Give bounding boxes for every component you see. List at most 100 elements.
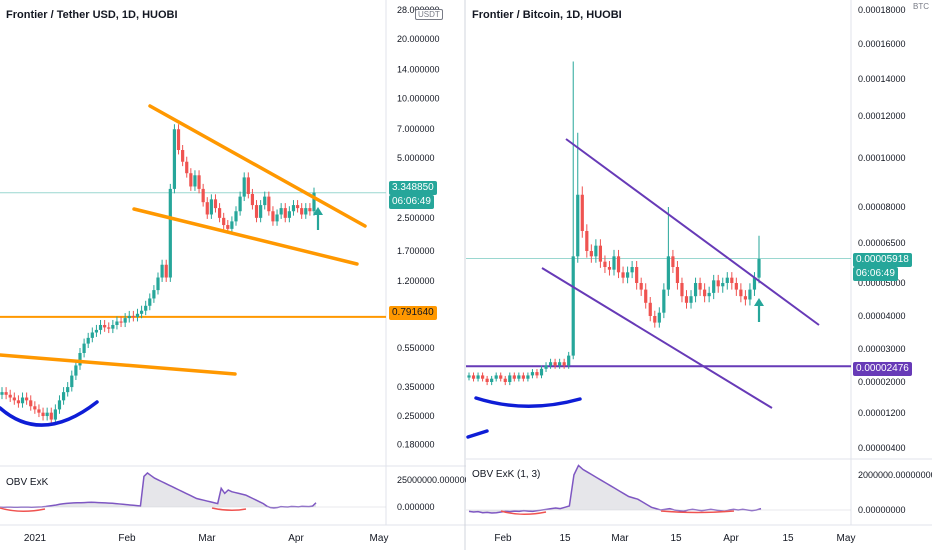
- left-ytick-label: 7.000000: [397, 124, 435, 134]
- left-candle-body: [201, 188, 205, 203]
- right-candle-body: [621, 272, 625, 278]
- right-candle-body: [544, 365, 548, 369]
- right-candle-body: [689, 296, 693, 303]
- left-unit-label[interactable]: USDT: [415, 9, 443, 20]
- right-ytick-label: 0.00008000: [858, 202, 906, 212]
- right-ytick-label: 0.00000400: [858, 443, 906, 453]
- left-candle-body: [287, 211, 291, 218]
- left-candle-body: [197, 175, 201, 189]
- left-candle-body: [123, 318, 127, 323]
- right-rounded-bottom-arc: [474, 396, 582, 408]
- left-candle-body: [94, 329, 99, 333]
- left-candle-body: [74, 365, 78, 376]
- left-level-tag: 0.791640: [389, 306, 437, 320]
- left-obv-area: [0, 473, 316, 508]
- right-obv-tick: 0.00000000: [858, 505, 906, 515]
- right-candle-body: [576, 194, 580, 257]
- left-candle-body: [70, 375, 74, 388]
- left-candle-body: [37, 409, 41, 413]
- right-candle-body: [553, 362, 557, 366]
- left-rounded-bottom-arc: [0, 400, 99, 427]
- left-ytick-label: 2.500000: [397, 213, 435, 223]
- right-candle-body: [734, 283, 738, 290]
- right-candle-body: [490, 378, 494, 382]
- right-candle-body: [657, 312, 661, 323]
- left-ytick-label: 5.000000: [397, 153, 435, 163]
- left-ytick-label: 14.000000: [397, 65, 440, 75]
- left-lower-trendline: [132, 207, 359, 266]
- left-candle-body: [168, 188, 172, 278]
- right-small-blue-stroke: [466, 429, 489, 439]
- left-xtick-label: May: [370, 533, 389, 544]
- left-obv-line: [0, 472, 317, 509]
- right-candle-body: [571, 256, 575, 356]
- left-candle-body: [8, 394, 12, 398]
- left-candle-body: [49, 412, 53, 420]
- right-candle-body: [612, 256, 616, 270]
- right-candle-body: [521, 375, 525, 379]
- left-candle-body: [135, 313, 140, 318]
- left-candle-body: [156, 277, 160, 291]
- left-candle-body: [107, 327, 111, 329]
- left-candle-body: [164, 264, 168, 278]
- left-candle-body: [16, 400, 21, 404]
- left-xtick-label: Apr: [288, 533, 304, 544]
- left-candle-body: [82, 343, 86, 354]
- right-candle-body: [635, 267, 639, 283]
- right-candle-body: [508, 375, 512, 382]
- left-candle-body: [57, 400, 62, 410]
- right-xtick-label: Mar: [611, 533, 629, 544]
- right-candle-body: [725, 277, 729, 283]
- right-ytick-label: 0.00016000: [858, 39, 906, 49]
- right-candle-body: [716, 280, 720, 287]
- right-unit-label[interactable]: BTC: [913, 2, 929, 11]
- right-candle-body: [712, 280, 716, 293]
- left-obv-tick: 0.000000: [397, 502, 435, 512]
- right-xtick-label: Feb: [494, 533, 512, 544]
- right-xtick-label: May: [837, 533, 856, 544]
- left-ytick-label: 1.700000: [397, 246, 435, 256]
- right-candle-body: [485, 378, 489, 382]
- right-obv-tick: 2000000.00000000: [858, 470, 932, 480]
- right-xtick-label: 15: [670, 533, 682, 544]
- left-candle-body: [127, 315, 131, 319]
- left-candle-body: [98, 324, 103, 330]
- left-candle-body: [90, 332, 94, 338]
- left-candle-body: [111, 324, 115, 329]
- left-candle-body: [176, 129, 181, 151]
- left-candle-body: [181, 150, 185, 162]
- right-ytick-label: 0.00002000: [858, 377, 906, 387]
- left-candle-body: [238, 196, 242, 212]
- left-xtick-label: Feb: [118, 533, 136, 544]
- right-obv-title[interactable]: OBV ExK (1, 3): [472, 469, 541, 480]
- right-candle-body: [562, 362, 566, 366]
- right-level-tag: 0.00002476: [853, 362, 912, 376]
- left-candle-body: [86, 337, 90, 344]
- right-obv-line: [468, 464, 762, 514]
- left-candle-body: [41, 412, 45, 417]
- right-candle-body: [739, 289, 743, 297]
- left-ytick-label: 0.180000: [397, 439, 435, 449]
- left-candle-body: [263, 196, 267, 206]
- right-candle-body: [666, 256, 670, 290]
- left-chart-title: Frontier / Tether USD, 1D, HUOBI: [6, 9, 178, 21]
- left-candle-body: [148, 298, 152, 306]
- left-candle-body: [78, 353, 82, 366]
- right-candle-body: [748, 289, 752, 300]
- left-candle-body: [226, 225, 230, 229]
- left-bottom-trendline: [0, 353, 237, 376]
- right-candle-body: [680, 283, 684, 297]
- right-candle-body: [594, 245, 598, 257]
- left-price-tag: 3.348850: [389, 181, 437, 195]
- right-price-tag: 0.00005918: [853, 253, 912, 267]
- left-ytick-label: 20.000000: [397, 34, 440, 44]
- left-ytick-label: 1.200000: [397, 276, 435, 286]
- right-candle-body: [530, 372, 535, 376]
- left-obv-title[interactable]: OBV ExK: [6, 477, 49, 488]
- right-ytick-label: 0.00004000: [858, 311, 906, 321]
- right-candle-body: [589, 251, 593, 257]
- left-candle-body: [230, 221, 234, 229]
- right-candle-body: [721, 283, 725, 287]
- right-candle-body: [476, 375, 480, 379]
